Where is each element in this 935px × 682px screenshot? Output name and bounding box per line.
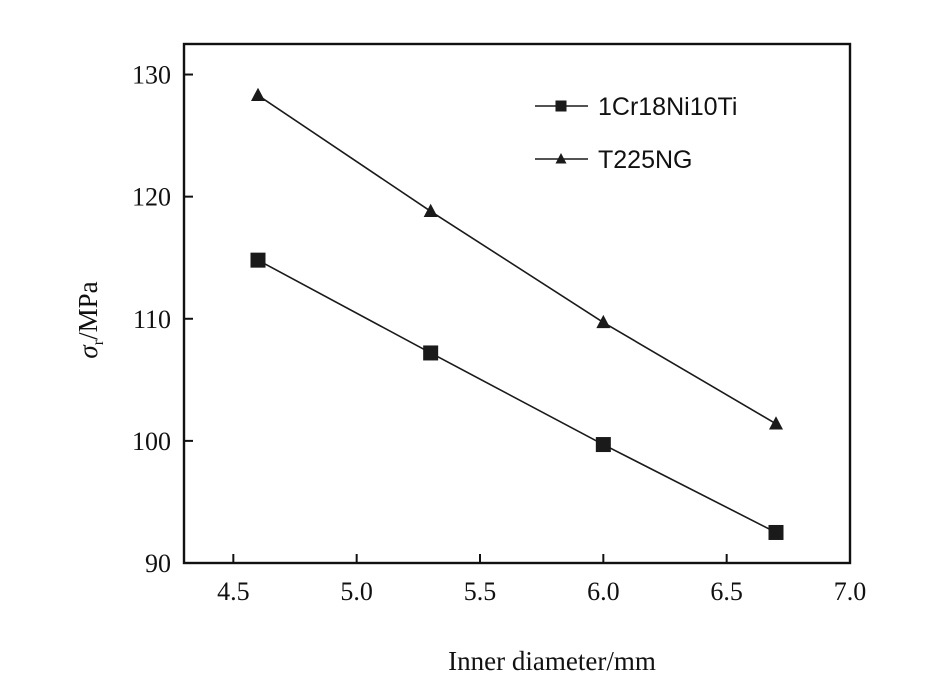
x-tick-label: 6.5 xyxy=(710,577,743,606)
y-axis-title-sigma: σ xyxy=(73,344,103,359)
data-point xyxy=(423,345,439,361)
y-tick-label: 130 xyxy=(132,61,171,90)
x-tick-label: 5.5 xyxy=(464,577,497,606)
plot-frame xyxy=(182,42,852,565)
y-axis-title-unit: /MPa xyxy=(73,281,103,340)
series-layer xyxy=(250,87,784,540)
data-point xyxy=(769,416,783,430)
svg-text:σr/MPa: σr/MPa xyxy=(73,281,107,358)
y-tick-label: 120 xyxy=(132,183,171,212)
y-axis-title: σr/MPa xyxy=(73,281,107,358)
data-point xyxy=(595,437,611,453)
x-tick-label: 4.5 xyxy=(217,577,250,606)
y-axis-title-subscript: r xyxy=(90,339,107,345)
legend-item: 1Cr18Ni10Ti xyxy=(535,93,737,121)
y-axis-ticks: 90 100 110 120 130 xyxy=(132,61,193,578)
y-tick-label: 100 xyxy=(132,427,171,456)
y-tick-label: 90 xyxy=(145,549,171,578)
legend-label: 1Cr18Ni10Ti xyxy=(598,93,737,121)
data-point xyxy=(250,252,266,268)
y-tick-label: 110 xyxy=(133,305,171,334)
x-axis-ticks: 4.5 5.0 5.5 6.0 6.5 7.0 xyxy=(217,554,866,606)
legend-label: T225NG xyxy=(598,146,692,174)
series-line xyxy=(257,259,777,534)
legend: 1Cr18Ni10Ti T225NG xyxy=(535,93,737,174)
x-axis-title: Inner diameter/mm xyxy=(448,646,656,676)
data-point xyxy=(596,314,611,329)
legend-marker xyxy=(555,100,567,112)
legend-marker xyxy=(555,153,567,164)
series-square xyxy=(250,252,784,540)
data-point xyxy=(768,524,784,540)
series-line xyxy=(257,94,777,425)
x-tick-label: 7.0 xyxy=(834,577,867,606)
series-triangle xyxy=(251,87,783,430)
legend-item: T225NG xyxy=(535,146,692,174)
data-point xyxy=(423,203,438,217)
x-tick-label: 6.0 xyxy=(587,577,620,606)
x-tick-label: 5.0 xyxy=(340,577,373,606)
data-point xyxy=(251,87,265,101)
